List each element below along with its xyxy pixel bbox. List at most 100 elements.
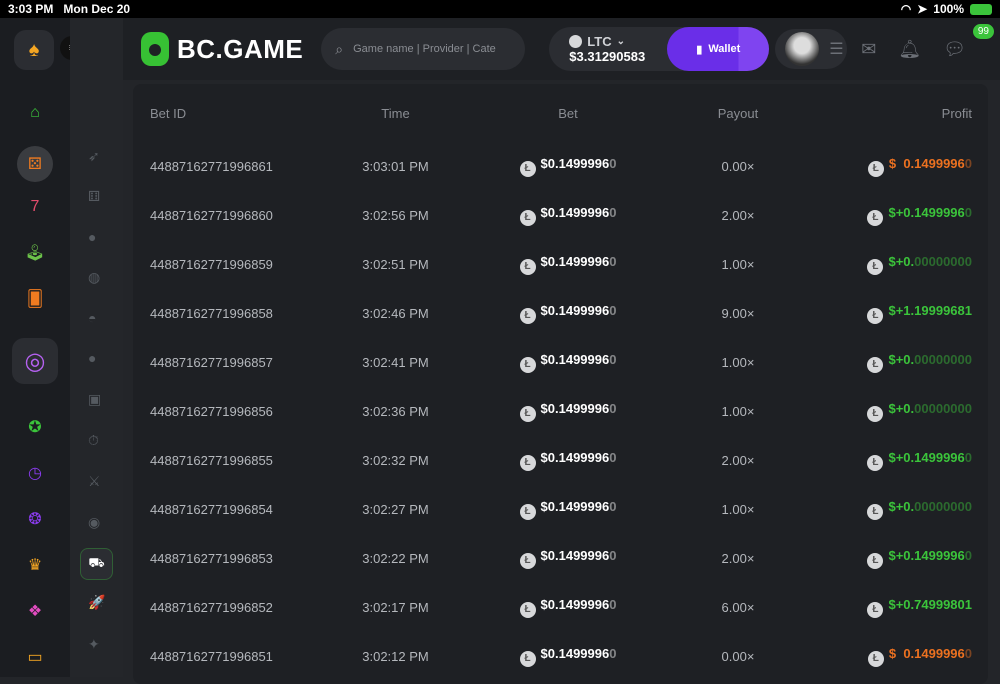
table-row[interactable]: 44887162771996859 3:02:51 PM Ł $0.1499996… xyxy=(133,240,988,289)
stopwatch-icon[interactable]: ⏱ xyxy=(88,432,99,448)
bet-amount: $0.1499996 xyxy=(540,401,610,416)
dice-icon[interactable]: ⚄ xyxy=(17,146,53,182)
bet-amount-dim: 0 xyxy=(609,499,617,514)
table-row[interactable]: 44887162771996852 3:02:17 PM Ł $0.1499996… xyxy=(133,583,988,632)
rocket-icon[interactable]: ➶ xyxy=(88,148,100,164)
bell-icon[interactable]: 🔔︎ xyxy=(898,38,922,59)
cards-icon[interactable]: 🂠 xyxy=(26,291,44,308)
ltc-icon: Ł xyxy=(519,161,536,177)
home-icon[interactable]: ⌂ xyxy=(30,104,40,121)
bet-history-panel: Bet ID Time Bet Payout Profit 4488716277… xyxy=(133,84,988,684)
limbo-game-icon[interactable]: ⛟ xyxy=(80,548,113,580)
bet-id[interactable]: 44887162771996856 xyxy=(150,404,273,419)
bet-amount-dim: 0 xyxy=(609,352,617,367)
rocket-icon[interactable]: 🚀 xyxy=(88,594,106,610)
sword-icon[interactable]: ⚔ xyxy=(88,473,101,489)
bet-time: 3:02:56 PM xyxy=(362,208,429,223)
chevron-down-icon: ⌄ xyxy=(616,36,625,47)
slots-icon[interactable]: 7 xyxy=(30,198,40,215)
chat-icon[interactable]: 💬︎ xyxy=(943,38,967,59)
status-bar: 3:03 PM Mon Dec 20 ◠ ➤ 100% xyxy=(0,0,1000,18)
bet-id[interactable]: 44887162771996852 xyxy=(150,600,273,615)
tv-icon[interactable]: ▭ xyxy=(27,649,43,666)
bet-id[interactable]: 44887162771996861 xyxy=(150,159,273,174)
bet-amount-dim: 0 xyxy=(609,646,617,661)
spade-icon[interactable]: ♠ xyxy=(14,30,54,70)
logo-icon xyxy=(141,32,169,66)
hat-icon[interactable]: ◓ xyxy=(88,310,97,326)
profit-amount-dim: 0 xyxy=(964,205,972,220)
list-menu-icon[interactable]: ☰ xyxy=(829,41,844,58)
balance-value: $3.31290583 xyxy=(569,49,646,64)
bet-amount-dim: 0 xyxy=(609,450,617,465)
table-row[interactable]: 44887162771996861 3:03:01 PM Ł $0.1499996… xyxy=(133,142,988,191)
dice-icon[interactable]: ⚅ xyxy=(88,188,101,204)
payout: 1.00× xyxy=(721,404,755,419)
table-row[interactable]: 44887162771996854 3:02:27 PM Ł $0.1499996… xyxy=(133,485,988,534)
joystick-icon[interactable]: 🕹 xyxy=(24,245,46,262)
bet-amount: $0.1499996 xyxy=(540,352,610,367)
bet-id[interactable]: 44887162771996860 xyxy=(150,208,273,223)
profit-amount: $+0.74999801 xyxy=(888,597,972,612)
profit-amount: $+0. xyxy=(888,401,915,416)
bomb-icon[interactable]: ● xyxy=(88,229,97,245)
mask-icon[interactable]: ◉ xyxy=(88,514,101,530)
bet-time: 3:02:12 PM xyxy=(362,649,429,664)
table-row[interactable]: 44887162771996856 3:02:36 PM Ł $0.1499996… xyxy=(133,387,988,436)
profit-amount: $+0. xyxy=(888,254,915,269)
ball-icon[interactable]: ● xyxy=(88,350,97,366)
bet-amount: $0.1499996 xyxy=(540,303,610,318)
bet-time: 3:02:22 PM xyxy=(362,551,429,566)
bet-amount-dim: 0 xyxy=(609,205,617,220)
crown-icon[interactable]: ♛ xyxy=(27,557,43,574)
wheel-icon[interactable]: ◍ xyxy=(88,269,101,285)
ltc-icon: Ł xyxy=(867,357,884,373)
balance-widget: LTC ⌄ $3.31290583 ▮ Wallet xyxy=(549,27,770,71)
table-row[interactable]: 44887162771996855 3:02:32 PM Ł $0.1499996… xyxy=(133,436,988,485)
bet-id[interactable]: 44887162771996855 xyxy=(150,453,273,468)
ltc-icon: Ł xyxy=(867,553,884,569)
profit-amount: $ 0.1499996 xyxy=(888,156,965,171)
search-input[interactable]: ⌕ Game name | Provider | Cate xyxy=(321,28,526,70)
profit-amount-dim: 0 xyxy=(964,646,972,661)
bet-id[interactable]: 44887162771996851 xyxy=(150,649,273,664)
bet-history-table: Bet ID Time Bet Payout Profit 4488716277… xyxy=(133,84,988,681)
currency-selector[interactable]: LTC ⌄ $3.31290583 xyxy=(549,34,667,64)
bet-amount-dim: 0 xyxy=(609,254,617,269)
mail-icon[interactable]: ✉ xyxy=(861,38,877,59)
logo[interactable]: BC.GAME xyxy=(141,32,303,66)
clock-icon[interactable]: ◷ xyxy=(28,465,42,482)
profit-amount-dim: 00000000 xyxy=(914,401,972,416)
wallet-button[interactable]: ▮ Wallet xyxy=(667,27,770,71)
target-icon[interactable]: ◎ xyxy=(12,338,58,384)
bet-time: 3:03:01 PM xyxy=(362,159,429,174)
search-icon: ⌕ xyxy=(335,40,344,57)
table-row[interactable]: 44887162771996858 3:02:46 PM Ł $0.1499996… xyxy=(133,289,988,338)
sub-sidebar: ➶ ⚅ ● ◍ ◓ ● ▣ ⏱ ⚔ ◉ ⛟ 🚀 ✦ xyxy=(70,18,123,677)
cup-icon[interactable]: ▣ xyxy=(88,391,102,407)
table-row[interactable]: 44887162771996853 3:02:22 PM Ł $0.1499996… xyxy=(133,534,988,583)
bet-id[interactable]: 44887162771996859 xyxy=(150,257,273,272)
profit-amount: $+0. xyxy=(888,499,915,514)
bet-amount-dim: 0 xyxy=(609,548,617,563)
ltc-icon: Ł xyxy=(867,504,884,520)
bet-id[interactable]: 44887162771996854 xyxy=(150,502,273,517)
avatar[interactable] xyxy=(785,32,820,66)
game-icon[interactable]: ✦ xyxy=(88,636,100,652)
bet-amount-dim: 0 xyxy=(609,401,617,416)
table-row[interactable]: 44887162771996857 3:02:41 PM Ł $0.1499996… xyxy=(133,338,988,387)
gift-icon[interactable]: ❖ xyxy=(27,603,43,620)
star-icon[interactable]: ✪ xyxy=(28,419,42,436)
profit-amount-dim: 00000000 xyxy=(914,352,972,367)
table-row[interactable]: 44887162771996860 3:02:56 PM Ł $0.1499996… xyxy=(133,191,988,240)
table-row[interactable]: 44887162771996851 3:02:12 PM Ł $0.1499996… xyxy=(133,632,988,681)
wifi-icon: ◠ xyxy=(900,2,912,16)
bet-amount: $0.1499996 xyxy=(540,450,610,465)
bet-id[interactable]: 44887162771996857 xyxy=(150,355,273,370)
payout: 2.00× xyxy=(721,208,755,223)
circle-icon[interactable]: ❂ xyxy=(28,511,42,528)
clock: 3:03 PM xyxy=(8,2,54,16)
ltc-icon: Ł xyxy=(867,602,884,618)
bet-id[interactable]: 44887162771996853 xyxy=(150,551,273,566)
bet-id[interactable]: 44887162771996858 xyxy=(150,306,273,321)
